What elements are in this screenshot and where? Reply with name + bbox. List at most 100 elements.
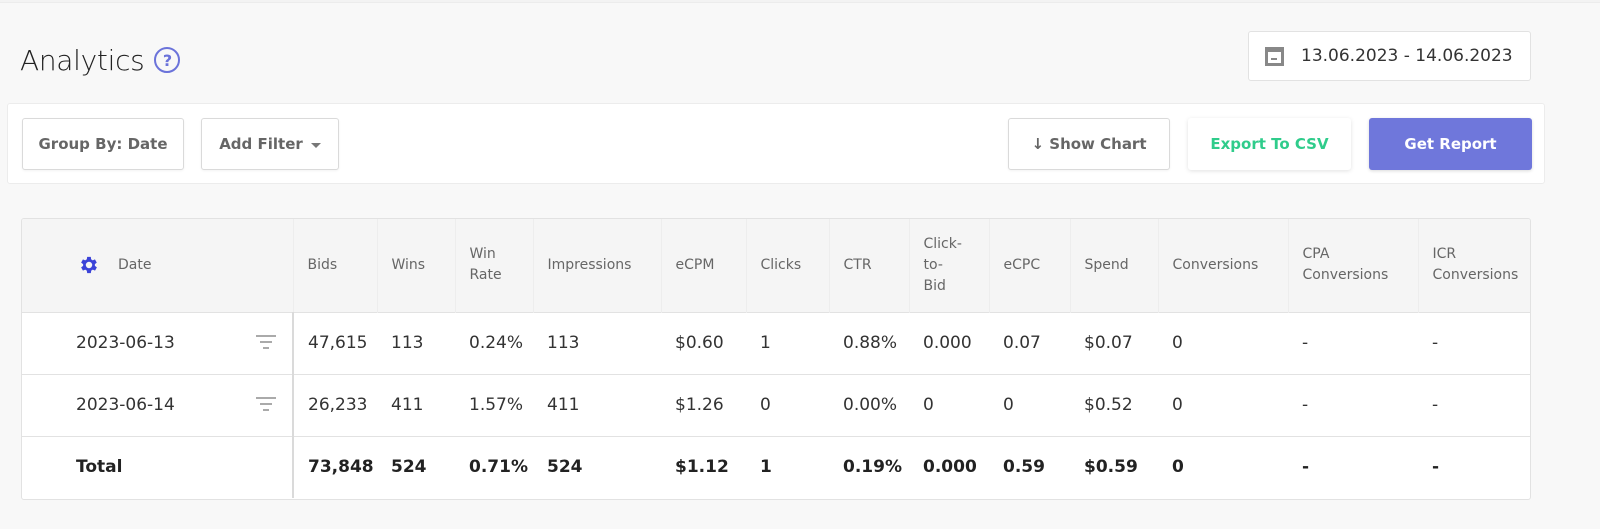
cell-ecpc: 0.59 xyxy=(1003,457,1045,478)
column-label-click-to-bid-line3: Bid xyxy=(923,277,946,294)
cell-impressions: 524 xyxy=(547,457,583,478)
cell-clicks: 0 xyxy=(760,395,771,415)
cell-ecpm: $1.26 xyxy=(675,395,724,415)
cell-icr-conversions: - xyxy=(1432,395,1439,415)
filter-icon[interactable] xyxy=(256,396,276,413)
column-label-ecpc: eCPC xyxy=(1003,256,1041,273)
table-row: 2023-06-14 26,233 411 1.57% 411 $1.26 0 … xyxy=(22,374,1530,436)
column-header-bids[interactable]: Bids xyxy=(293,219,378,312)
cell-cpa-conversions: - xyxy=(1302,457,1310,478)
column-header-ctr[interactable]: CTR xyxy=(829,219,910,312)
column-header-cpa-conversions[interactable]: CPA Conversions xyxy=(1288,219,1419,312)
column-header-conversions[interactable]: Conversions xyxy=(1158,219,1289,312)
table-header-row: Date Bids Wins Win Rate Impressions eCPM… xyxy=(22,219,1530,312)
column-label-conversions: Conversions xyxy=(1172,256,1259,273)
show-chart-button[interactable]: ↓ Show Chart xyxy=(1008,118,1170,170)
gear-icon[interactable] xyxy=(78,254,100,276)
cell-cpa-conversions: - xyxy=(1302,333,1309,353)
column-label-clicks: Clicks xyxy=(760,256,802,273)
column-header-impressions[interactable]: Impressions xyxy=(533,219,662,312)
cell-click-to-bid: 0.000 xyxy=(923,333,972,353)
help-icon[interactable]: ? xyxy=(154,47,181,73)
cell-ecpc: 0 xyxy=(1003,395,1014,415)
column-header-spend[interactable]: Spend xyxy=(1070,219,1159,312)
column-header-win-rate[interactable]: Win Rate xyxy=(455,219,534,312)
cell-ctr: 0.88% xyxy=(843,333,898,353)
page-header: Analytics ? xyxy=(20,40,181,80)
add-filter-button[interactable]: Add Filter xyxy=(201,118,339,170)
column-header-ecpm[interactable]: eCPM xyxy=(661,219,747,312)
cell-icr-conversions: - xyxy=(1432,457,1440,478)
cell-bids: 26,233 xyxy=(308,395,368,415)
column-label-ctr: CTR xyxy=(843,256,872,273)
column-label-cpa-line2: Conversions xyxy=(1302,267,1389,284)
cell-wins: 411 xyxy=(391,395,424,415)
top-divider xyxy=(0,0,1600,3)
column-label-win-rate-line1: Win xyxy=(469,246,496,263)
table-total-row: Total 73,848 524 0.71% 524 $1.12 1 0.19%… xyxy=(22,436,1530,498)
cell-ecpc: 0.07 xyxy=(1003,333,1041,353)
cell-conversions: 0 xyxy=(1172,395,1183,415)
column-header-click-to-bid[interactable]: Click- to- Bid xyxy=(909,219,990,312)
cell-spend: $0.59 xyxy=(1084,457,1138,478)
caret-down-icon xyxy=(310,142,321,148)
column-label-wins: Wins xyxy=(391,256,426,273)
cell-click-to-bid: 0 xyxy=(923,395,934,415)
cell-spend: $0.07 xyxy=(1084,333,1133,353)
date-range-picker[interactable]: 13.06.2023 - 14.06.2023 xyxy=(1248,31,1531,81)
cell-wins: 524 xyxy=(391,457,427,478)
table-row: 2023-06-13 47,615 113 0.24% 113 $0.60 1 … xyxy=(22,312,1530,374)
column-header-ecpc[interactable]: eCPC xyxy=(989,219,1071,312)
column-label-click-to-bid-line1: Click- xyxy=(923,235,962,252)
analytics-table: Date Bids Wins Win Rate Impressions eCPM… xyxy=(21,218,1531,500)
get-report-button[interactable]: Get Report xyxy=(1369,118,1532,170)
get-report-label: Get Report xyxy=(1404,135,1497,153)
column-label-cpa-line1: CPA xyxy=(1302,246,1330,263)
cell-impressions: 113 xyxy=(547,333,580,353)
column-label-click-to-bid-line2: to- xyxy=(923,256,943,273)
group-by-label: Group By: Date xyxy=(38,135,168,153)
column-header-date[interactable]: Date xyxy=(22,219,294,312)
column-label-impressions: Impressions xyxy=(547,256,632,273)
report-toolbar: Group By: Date Add Filter ↓ Show Chart E… xyxy=(7,103,1545,184)
cell-conversions: 0 xyxy=(1172,333,1183,353)
column-header-icr-conversions[interactable]: ICR Conversions xyxy=(1418,219,1530,312)
cell-ctr: 0.00% xyxy=(843,395,898,415)
cell-win-rate: 1.57% xyxy=(469,395,524,415)
cell-clicks: 1 xyxy=(760,457,772,478)
column-label-icr-line2: Conversions xyxy=(1432,267,1519,284)
cell-cpa-conversions: - xyxy=(1302,395,1309,415)
cell-total-label: Total xyxy=(22,436,294,498)
cell-wins: 113 xyxy=(391,333,424,353)
export-csv-label: Export To CSV xyxy=(1210,135,1329,153)
cell-ctr: 0.19% xyxy=(843,457,902,478)
add-filter-label: Add Filter xyxy=(219,135,303,153)
group-by-button[interactable]: Group By: Date xyxy=(22,118,184,170)
cell-spend: $0.52 xyxy=(1084,395,1133,415)
filter-icon[interactable] xyxy=(256,334,276,351)
column-header-wins[interactable]: Wins xyxy=(377,219,456,312)
column-label-icr-line1: ICR xyxy=(1432,246,1457,263)
column-label-bids: Bids xyxy=(307,256,338,273)
show-chart-label: ↓ Show Chart xyxy=(1031,135,1147,153)
cell-ecpm: $0.60 xyxy=(675,333,724,353)
column-label-ecpm: eCPM xyxy=(675,256,715,273)
cell-date: 2023-06-14 xyxy=(22,374,294,436)
cell-bids: 73,848 xyxy=(308,457,374,478)
cell-win-rate: 0.24% xyxy=(469,333,524,353)
cell-win-rate: 0.71% xyxy=(469,457,528,478)
cell-bids: 47,615 xyxy=(308,333,368,353)
cell-date: 2023-06-13 xyxy=(22,312,294,374)
cell-conversions: 0 xyxy=(1172,457,1184,478)
column-label-win-rate-line2: Rate xyxy=(469,267,502,284)
export-csv-button[interactable]: Export To CSV xyxy=(1188,118,1351,170)
column-header-clicks[interactable]: Clicks xyxy=(746,219,830,312)
column-label-spend: Spend xyxy=(1084,256,1129,273)
column-label-date: Date xyxy=(118,256,152,273)
date-range-value: 13.06.2023 - 14.06.2023 xyxy=(1301,46,1513,66)
date-value: 2023-06-13 xyxy=(76,333,175,353)
cell-click-to-bid: 0.000 xyxy=(923,457,977,478)
cell-ecpm: $1.12 xyxy=(675,457,729,478)
cell-clicks: 1 xyxy=(760,333,771,353)
date-value: 2023-06-14 xyxy=(76,395,175,415)
